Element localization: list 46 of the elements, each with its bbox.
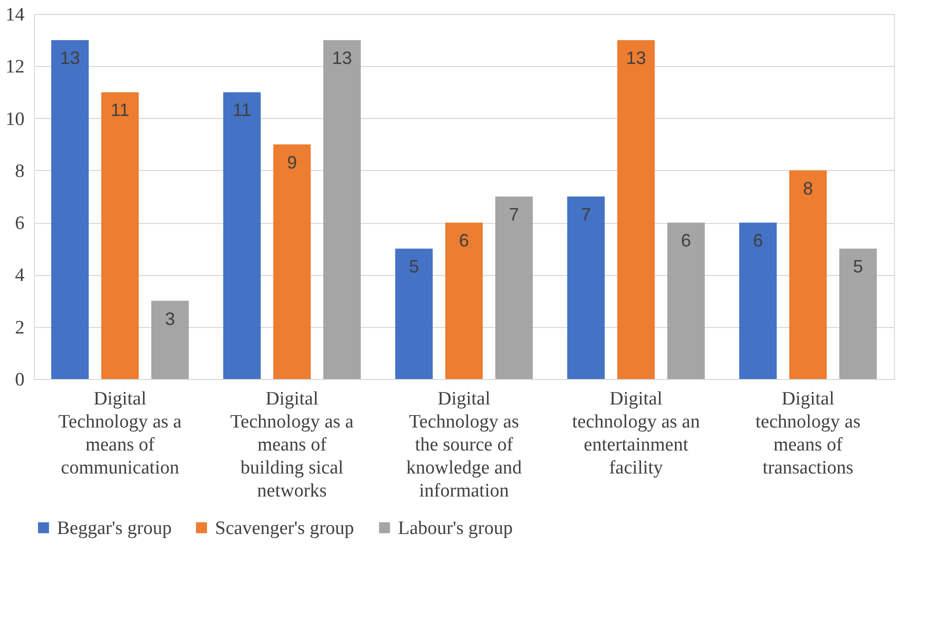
- y-tick-label: 8: [15, 160, 24, 182]
- x-tick-label: Digital Technology as a means of building sical networks: [230, 388, 354, 502]
- data-label: 11: [110, 100, 130, 120]
- bar: [101, 92, 139, 379]
- bar: [151, 300, 189, 379]
- x-tick-label: Digital technology as means of transactions: [755, 388, 861, 478]
- data-label: 7: [509, 204, 520, 224]
- bar: [51, 40, 89, 379]
- bar: [667, 222, 705, 379]
- y-tick-label: 14: [6, 4, 25, 26]
- x-tick-label: Digital Technology as the source of knowledge and information: [406, 388, 522, 502]
- bar: [567, 196, 605, 379]
- data-label: 7: [580, 204, 591, 224]
- bar: [789, 170, 827, 379]
- bar: [495, 196, 533, 379]
- data-label: 6: [752, 230, 763, 251]
- data-label: 6: [458, 230, 470, 251]
- data-label: 13: [60, 48, 80, 68]
- data-label: 13: [626, 48, 646, 68]
- bar: [739, 222, 777, 379]
- data-label: 6: [681, 230, 692, 251]
- data-label: 5: [408, 256, 419, 277]
- legend-label: Beggar's group: [57, 518, 172, 539]
- bar: [617, 40, 655, 379]
- bar: [323, 40, 361, 379]
- y-tick-label: 6: [15, 213, 24, 234]
- y-tick-label: 10: [6, 108, 24, 130]
- bar: [223, 92, 261, 379]
- legend-label: Scavenger's group: [215, 518, 354, 539]
- data-label: 9: [286, 152, 298, 172]
- data-label: 11: [232, 100, 252, 120]
- bar: [445, 222, 483, 379]
- data-label: 3: [165, 308, 176, 329]
- data-label: 8: [802, 178, 814, 198]
- y-tick-label: 0: [15, 370, 24, 390]
- bar: [839, 248, 877, 379]
- legend-label: Labour's group: [398, 518, 513, 539]
- x-tick-label: Digital technology as an entertainment facility: [572, 388, 700, 478]
- data-label: 13: [332, 48, 352, 68]
- y-tick-label: 12: [6, 56, 24, 78]
- data-label: 5: [853, 256, 864, 277]
- x-tick-label: Digital Technology as a means of communication: [58, 388, 182, 478]
- y-tick-label: 4: [15, 265, 25, 286]
- y-tick-label: 2: [15, 317, 24, 338]
- bar: [395, 248, 433, 379]
- bar: [273, 144, 311, 379]
